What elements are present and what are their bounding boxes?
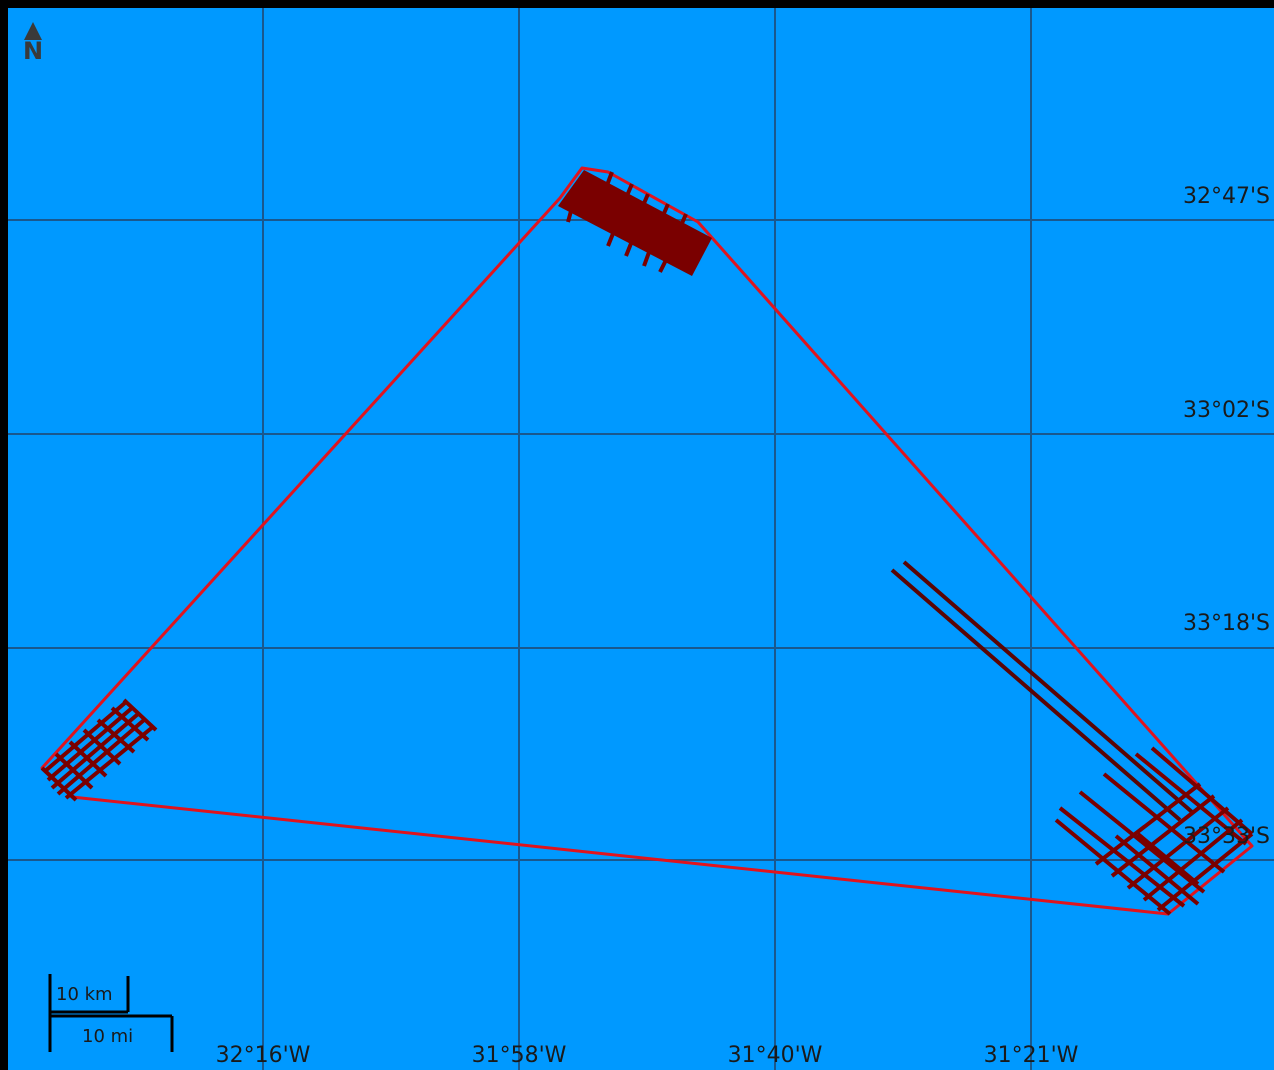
lat-label: 33°02'S	[1182, 398, 1270, 423]
north-label: N	[22, 37, 44, 65]
scale-km-label: 10 km	[56, 984, 113, 1005]
top-survey-block[interactable]	[558, 170, 712, 276]
north-arrow-icon	[24, 22, 42, 40]
lon-label: 31°58'W	[471, 1043, 567, 1068]
right-survey-tracks[interactable]	[890, 560, 1254, 916]
north-arrow: N	[18, 22, 48, 65]
survey-area-outline[interactable]	[40, 166, 1254, 916]
lat-label: 33°18'S	[1182, 611, 1270, 636]
map-svg	[8, 8, 1274, 1070]
lon-label: 31°40'W	[727, 1043, 823, 1068]
scale-bar-lines	[48, 974, 174, 1052]
scale-bar: 10 km 10 mi	[48, 974, 178, 1054]
lat-label: 33°33'S	[1182, 824, 1270, 849]
lon-label: 31°21'W	[983, 1043, 1079, 1068]
map-canvas[interactable]: N 32°47'S 33°02'S 33°18'S 33°33'S 32°16'…	[8, 8, 1274, 1070]
left-survey-tracks[interactable]	[40, 698, 158, 802]
graticule	[8, 8, 1274, 1070]
scale-mi-label: 10 mi	[82, 1026, 134, 1047]
lat-label: 32°47'S	[1182, 184, 1270, 209]
lon-label: 32°16'W	[215, 1043, 311, 1068]
